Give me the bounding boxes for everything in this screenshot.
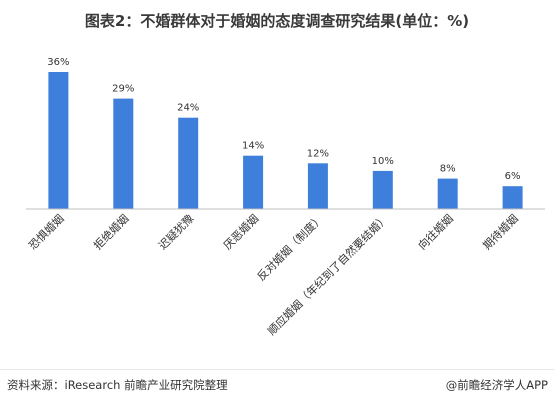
category-label-2: 拒绝婚姻 [91,211,132,252]
category-label-6: 顺应婚姻（年纪到了自然要结婚） [264,211,391,338]
value-label-4: 14% [242,141,264,152]
value-label-5: 12% [307,148,329,159]
bar-7 [437,178,458,209]
value-label-1: 36% [47,57,69,68]
category-label-8: 期待婚姻 [480,211,521,252]
bar-4 [243,155,264,209]
category-label-3: 迟疑犹豫 [156,212,196,252]
bar-6 [372,170,393,209]
bar-2 [113,98,134,209]
bar-1 [48,72,69,209]
bar-3 [178,117,199,209]
source-note: 资料来源：iResearch 前瞻产业研究院整理 [7,378,228,392]
value-label-7: 8% [440,164,456,175]
brand-note: @前瞻经济学人APP [445,378,548,392]
category-label-5: 反对婚姻（制度） [254,211,326,283]
category-label-4: 厌恶婚姻 [220,211,261,252]
category-label-1: 恐惧婚姻 [26,211,67,252]
value-label-6: 10% [372,156,394,167]
value-labels-layer: 36% 29% 24% 14% 12% 10% 8% 6% [47,57,520,182]
category-label-7: 向往婚姻 [415,211,456,252]
bars-layer [48,72,523,209]
chart-title: 图表2：不婚群体对于婚姻的态度调查研究结果(单位：%) [84,12,470,30]
footer-divider [0,369,554,370]
bar-8 [502,186,523,209]
value-label-3: 24% [177,103,199,114]
bar-5 [307,163,328,209]
value-label-2: 29% [112,84,134,95]
value-label-8: 6% [505,171,521,182]
